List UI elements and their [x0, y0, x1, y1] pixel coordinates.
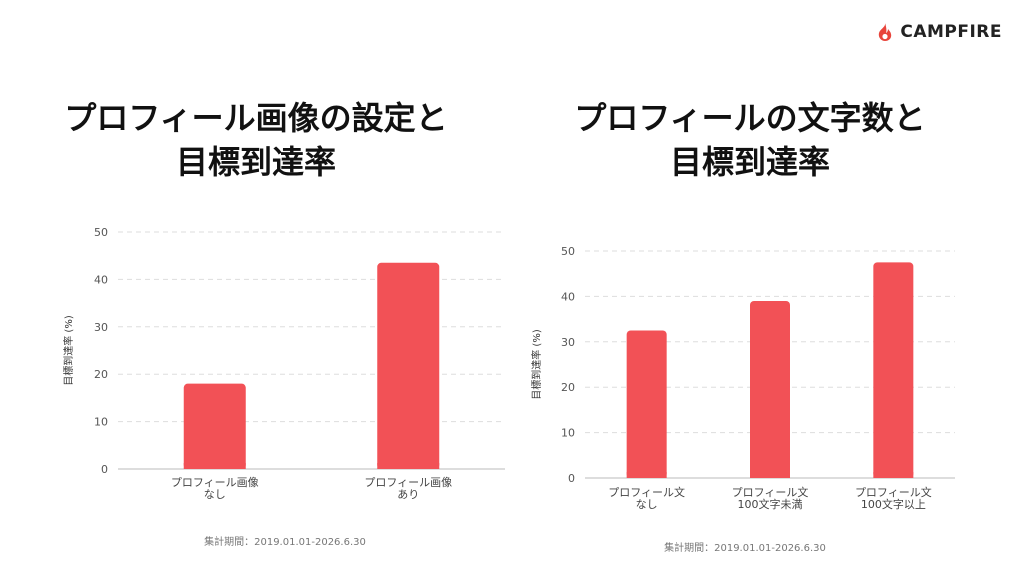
chart-title-profile-image: プロフィール画像の設定と 目標到達率 — [0, 96, 512, 184]
y-tick-label: 30 — [94, 321, 108, 334]
brand-name: CAMPFIRE — [900, 22, 1002, 42]
category-label: プロフィール文 — [855, 485, 932, 499]
category-label: プロフィール文 — [732, 485, 809, 499]
bar-base — [873, 472, 914, 478]
flame-icon — [879, 23, 892, 41]
y-axis-label: 目標到達率 (%) — [530, 329, 543, 400]
category-label: プロフィール画像 — [364, 476, 452, 489]
y-tick-label: 30 — [561, 336, 575, 349]
y-tick-label: 20 — [561, 381, 575, 394]
category-label: プロフィール画像 — [171, 476, 259, 489]
category-label: なし — [636, 498, 658, 511]
bar-base — [626, 472, 667, 478]
category-label: あり — [397, 488, 419, 501]
category-label: 100文字以上 — [861, 497, 926, 511]
y-tick-label: 10 — [94, 416, 108, 429]
y-tick-label: 40 — [94, 273, 108, 286]
bar — [873, 262, 914, 478]
bar — [626, 330, 667, 478]
title-line-2: 目標到達率 — [175, 143, 336, 181]
bar — [183, 383, 246, 469]
period-note: 集計期間：2019.01.01-2026.6.30 — [664, 541, 826, 554]
campfire-logo: CAMPFIRE — [876, 22, 1002, 42]
y-axis-label: 目標到達率 (%) — [62, 315, 75, 386]
y-tick-label: 50 — [561, 245, 575, 258]
y-tick-label: 10 — [561, 427, 575, 440]
y-tick-label: 0 — [101, 463, 108, 476]
period-note: 集計期間：2019.01.01-2026.6.30 — [204, 535, 366, 548]
bar-base — [377, 463, 440, 469]
y-tick-label: 0 — [568, 472, 575, 485]
title-line-2: 目標到達率 — [669, 143, 830, 181]
category-label: なし — [204, 488, 226, 501]
bar — [750, 300, 790, 478]
category-label: プロフィール文 — [608, 485, 685, 499]
title-line-1: プロフィールの文字数と — [574, 99, 926, 137]
chart-title-profile-length: プロフィールの文字数と 目標到達率 — [520, 96, 980, 184]
title-line-1: プロフィール画像の設定と — [64, 99, 448, 137]
bar-base — [750, 472, 790, 478]
bar-base — [183, 463, 246, 469]
y-tick-label: 40 — [561, 290, 575, 303]
category-label: 100文字未満 — [738, 497, 803, 511]
bar — [377, 262, 440, 469]
y-tick-label: 20 — [94, 368, 108, 381]
y-tick-label: 50 — [94, 226, 108, 239]
